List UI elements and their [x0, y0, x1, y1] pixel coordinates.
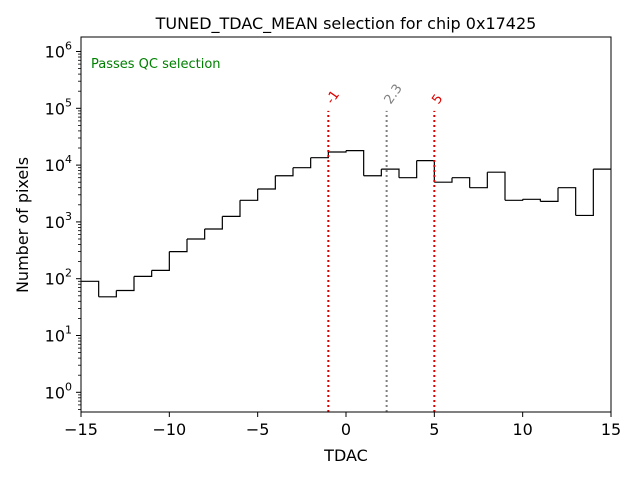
histogram-bin [116, 276, 135, 292]
histogram-bin [98, 290, 117, 298]
cut-line-label: -1 [323, 88, 343, 107]
histogram-bin [434, 177, 453, 183]
histogram-bin [257, 175, 276, 190]
y-axis-label: Number of pixels [13, 157, 32, 293]
histogram-bin [540, 187, 559, 202]
chart-title: TUNED_TDAC_MEAN selection for chip 0x174… [155, 14, 537, 34]
qc-annotation: Passes QC selection [91, 57, 221, 72]
cut-line-label: 2.3 [382, 82, 406, 108]
histogram-bin [134, 270, 153, 277]
x-tick-label: 0 [341, 420, 351, 439]
x-tick-label: −5 [246, 420, 270, 439]
histogram-bin [169, 239, 188, 253]
histogram-bin [416, 160, 435, 183]
x-axis-label: TDAC [323, 446, 368, 465]
y-tick-label: 104 [45, 153, 72, 175]
histogram-bin [204, 216, 223, 230]
plot-area: -1 2.3 5 −15 −10 −5 0 5 10 15 100 101 102 103 104 105 10… [45, 36, 621, 439]
histogram-bin [81, 280, 100, 297]
histogram-bin [399, 160, 418, 179]
x-tick-label: 10 [512, 420, 532, 439]
histogram-bin [222, 200, 241, 217]
histogram-bin [240, 188, 259, 201]
x-tick-label: 15 [601, 420, 621, 439]
histogram-bin [522, 198, 541, 202]
x-tick-label: −15 [64, 420, 98, 439]
y-tick-label: 106 [45, 39, 72, 61]
cut-line-label: 5 [429, 92, 446, 107]
histogram-bin [346, 150, 365, 176]
histogram-bin [452, 177, 471, 188]
histogram-bin [505, 199, 524, 201]
plot-frame [80, 36, 612, 413]
histogram-bin [381, 168, 400, 178]
histogram-bin [293, 157, 312, 169]
y-tick-label: 102 [45, 267, 72, 289]
y-tick-label: 103 [45, 210, 72, 232]
histogram-bin [363, 169, 382, 177]
x-tick-label: 5 [429, 420, 439, 439]
histogram-bin [558, 187, 577, 216]
y-tick-label: 105 [45, 96, 72, 118]
histogram-bin [151, 251, 170, 272]
histogram-bin [575, 169, 594, 217]
y-tick-label: 100 [45, 380, 72, 402]
histogram-bin [328, 150, 347, 153]
histogram-bin [310, 152, 329, 159]
y-tick-label: 101 [45, 324, 72, 346]
histogram-bin [487, 171, 506, 201]
x-tick-label: −10 [152, 420, 186, 439]
histogram-bin [275, 167, 294, 177]
histogram-bin [469, 172, 488, 189]
histogram-bin [187, 228, 206, 240]
